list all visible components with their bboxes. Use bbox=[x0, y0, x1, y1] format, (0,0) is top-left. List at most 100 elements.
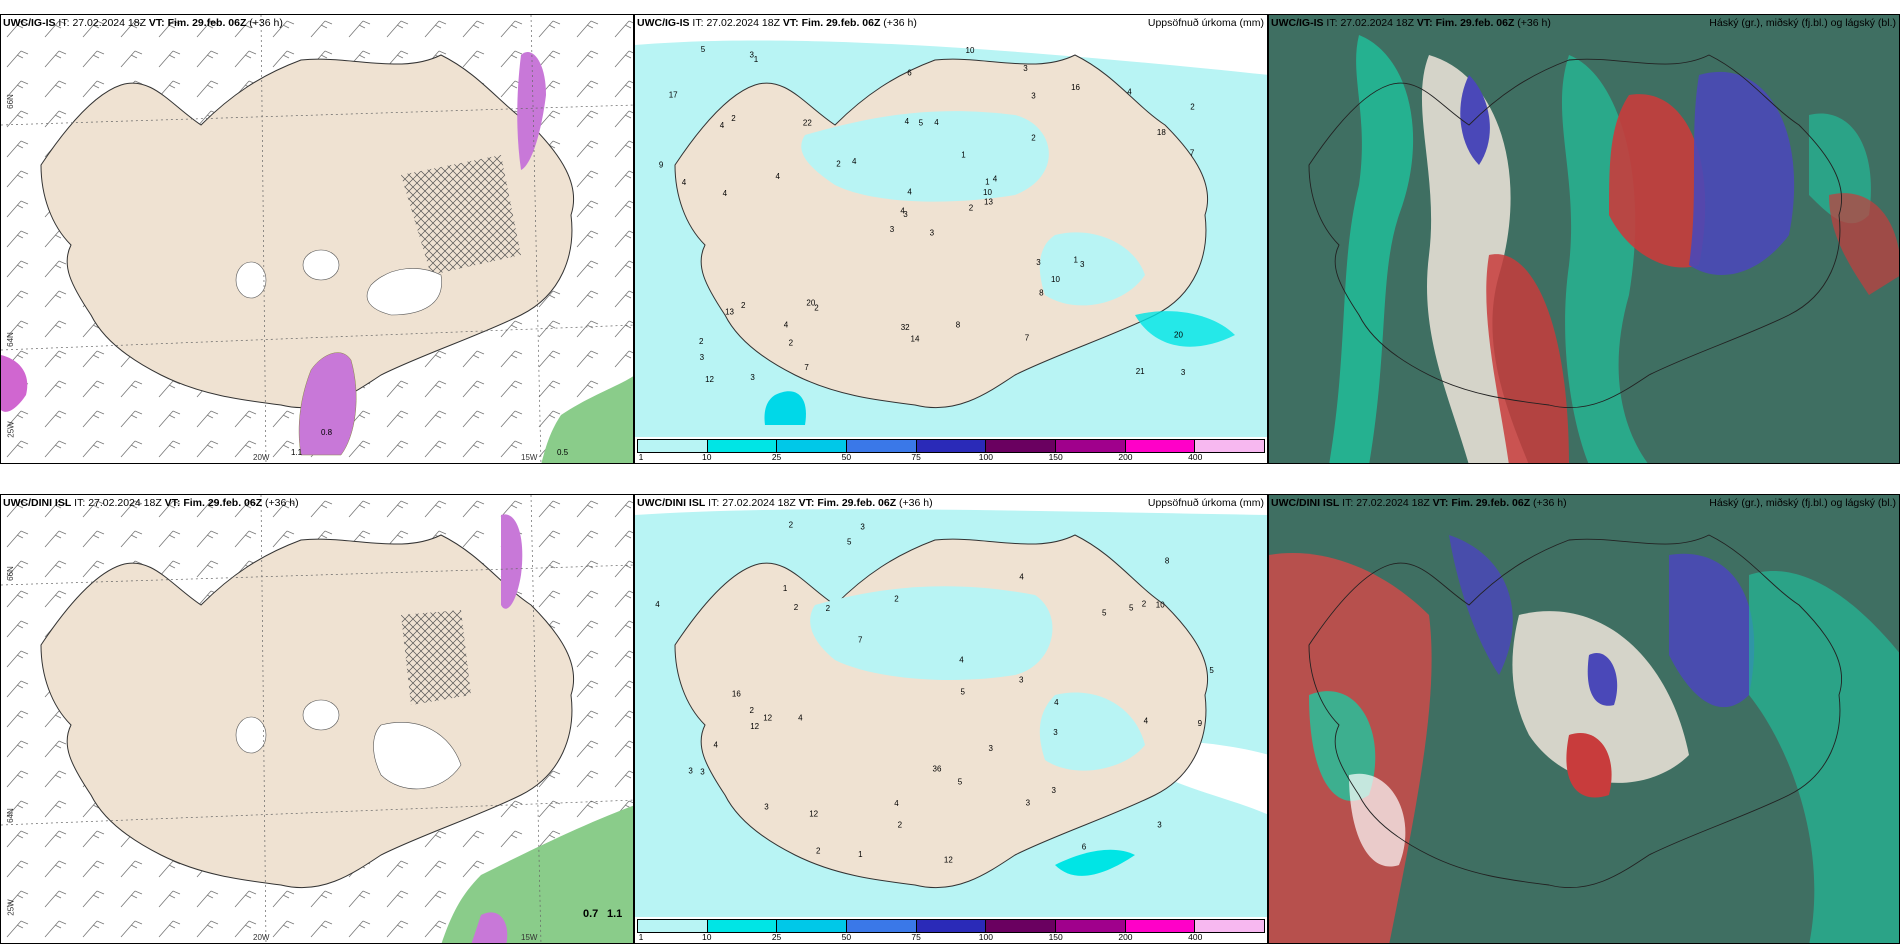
precip-value: 2 bbox=[789, 339, 794, 348]
panel-field-title: Háský (gr.), miðský (fj.bl.) og lágský (… bbox=[1709, 17, 1896, 29]
wind-map: 0.7 1.1 bbox=[1, 495, 633, 943]
precip-cyan-area bbox=[1055, 849, 1135, 876]
precip-legend: 1 10 25 50 75 100 150 200 400 bbox=[635, 917, 1267, 943]
legend-bin bbox=[707, 439, 778, 453]
legend-tick: 200 bbox=[1118, 932, 1133, 942]
precip-value: 5 bbox=[847, 538, 852, 547]
precip-value: 2 bbox=[1142, 599, 1147, 608]
glacier-white bbox=[373, 722, 462, 790]
panel-title: UWC/DINI ISL IT: 27.02.2024 18Z VT: Fim.… bbox=[1271, 497, 1567, 509]
precip-value: 4 bbox=[959, 655, 964, 664]
precip-value: 13 bbox=[984, 198, 993, 207]
glacier-white bbox=[302, 699, 340, 731]
precip-value: 10 bbox=[983, 188, 992, 197]
precip-light-area bbox=[1039, 232, 1145, 306]
precip-green-area bbox=[541, 376, 633, 463]
iceland-landmass bbox=[40, 54, 575, 409]
panel-bottom-middle-precip: UWC/DINI ISL IT: 27.02.2024 18Z VT: Fim.… bbox=[634, 494, 1268, 944]
legend-tick: 200 bbox=[1118, 452, 1133, 462]
precip-value: 1 bbox=[783, 584, 788, 593]
precip-value: 4 bbox=[714, 740, 719, 749]
legend-tick: 75 bbox=[911, 932, 921, 942]
precip-value: 5 bbox=[961, 688, 966, 697]
precip-value: 5 bbox=[701, 45, 706, 54]
glacier-white bbox=[235, 261, 267, 299]
precip-value: 1 bbox=[961, 150, 966, 159]
panel-field-title: Háský (gr.), miðský (fj.bl.) og lágský (… bbox=[1709, 497, 1896, 509]
precip-value: 10 bbox=[966, 46, 975, 55]
lon-label: 20W bbox=[253, 453, 270, 462]
precip-value: 4 bbox=[1054, 698, 1059, 707]
legend-bin bbox=[1195, 919, 1266, 933]
precip-value: 8 bbox=[956, 320, 961, 329]
lon-label: 20W bbox=[253, 933, 270, 942]
value-label: 0.7 bbox=[583, 908, 598, 920]
legend-tick: 75 bbox=[911, 452, 921, 462]
precip-value: 2 bbox=[816, 847, 821, 856]
legend-bin bbox=[847, 919, 917, 933]
precip-cyan-area bbox=[764, 391, 806, 425]
precip-value: 16 bbox=[1071, 83, 1080, 92]
precip-value: 2 bbox=[794, 603, 799, 612]
precip-value: 12 bbox=[763, 714, 772, 723]
precip-value: 7 bbox=[1025, 334, 1030, 343]
precip-light-area bbox=[1039, 692, 1145, 771]
legend-bin bbox=[1056, 919, 1126, 933]
precip-value: 10 bbox=[1051, 275, 1060, 284]
precip-value: 2 bbox=[814, 304, 819, 313]
precip-value: 7 bbox=[804, 363, 809, 372]
precip-value: 3 bbox=[930, 229, 935, 238]
legend-bin bbox=[986, 439, 1057, 453]
precip-value: 3 bbox=[700, 353, 705, 362]
legend-bin bbox=[916, 439, 987, 453]
precip-value: 3 bbox=[1080, 260, 1085, 269]
precip-value: 9 bbox=[659, 160, 664, 169]
precip-value: 2 bbox=[789, 520, 794, 529]
precip-value: 3 bbox=[764, 802, 769, 811]
legend-bin bbox=[1125, 919, 1196, 933]
panel-top-left-wind: UWC/IG-IS IT: 27.02.2024 18Z VT: Fim. 29… bbox=[0, 14, 634, 464]
precip-value: 2 bbox=[750, 706, 755, 715]
precip-cyan-area bbox=[1135, 311, 1235, 347]
legend-bin bbox=[1125, 439, 1196, 453]
precip-value: 18 bbox=[1157, 128, 1166, 137]
precip-value: 14 bbox=[911, 335, 920, 344]
precip-value: 3 bbox=[750, 373, 755, 382]
precip-value: 22 bbox=[803, 119, 812, 128]
precip-value: 4 bbox=[900, 207, 905, 216]
legend-bin bbox=[916, 919, 987, 933]
precip-light-area bbox=[801, 111, 1049, 202]
precip-value: 2 bbox=[969, 204, 974, 213]
precip-value: 5 bbox=[919, 118, 924, 127]
precip-value: 3 bbox=[1181, 368, 1186, 377]
precip-value: 3 bbox=[860, 523, 865, 532]
precip-value: 6 bbox=[1082, 843, 1087, 852]
legend-tick: 25 bbox=[771, 932, 782, 942]
precip-value: 12 bbox=[705, 375, 714, 384]
hatched-area bbox=[401, 610, 471, 705]
hatched-area bbox=[401, 155, 521, 275]
precip-value: 10 bbox=[1156, 601, 1165, 610]
precip-value: 12 bbox=[809, 809, 818, 818]
precip-value: 6 bbox=[907, 69, 912, 78]
lat-label: 66N bbox=[5, 566, 15, 581]
precip-value: 12 bbox=[944, 856, 953, 865]
precip-value: 3 bbox=[1036, 258, 1041, 267]
precip-value: 13 bbox=[725, 308, 734, 317]
glacier-white bbox=[302, 249, 340, 281]
precip-magenta-area bbox=[471, 912, 508, 943]
precip-value: 4 bbox=[905, 117, 910, 126]
precip-value: 3 bbox=[750, 51, 755, 60]
precip-value: 4 bbox=[723, 189, 728, 198]
precip-value: 5 bbox=[1102, 608, 1107, 617]
precip-value: 32 bbox=[901, 323, 910, 332]
legend-bin bbox=[1195, 439, 1266, 453]
precip-value: 2 bbox=[898, 821, 903, 830]
precip-value: 2 bbox=[826, 604, 831, 613]
precip-value: 3 bbox=[1052, 786, 1057, 795]
precip-value: 3 bbox=[903, 210, 908, 219]
precip-value: 4 bbox=[1144, 717, 1149, 726]
legend-tick: 1 bbox=[638, 932, 644, 942]
legend-bin bbox=[1056, 439, 1126, 453]
precip-value: 3 bbox=[989, 744, 994, 753]
